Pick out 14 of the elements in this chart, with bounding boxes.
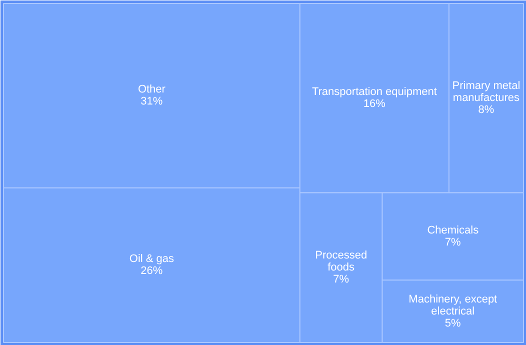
category-label: Chemicals: [427, 224, 480, 236]
data-label: 26%: [140, 265, 163, 278]
data-label: 8%: [478, 104, 494, 116]
data-label: 7%: [333, 274, 350, 286]
category-label: Machinery, except electrical: [408, 293, 498, 318]
data-label: 31%: [140, 96, 163, 108]
category-label: Other: [138, 84, 166, 96]
category-label: Transportation equipment: [312, 86, 437, 98]
data-label: 16%: [363, 98, 386, 110]
category-label: Processed foods: [315, 250, 368, 274]
data-label: 5%: [444, 317, 462, 330]
category-label: Oil & gas: [129, 253, 175, 266]
data-label: 7%: [444, 236, 462, 248]
category-label: Primary metal manufactures: [452, 80, 520, 104]
